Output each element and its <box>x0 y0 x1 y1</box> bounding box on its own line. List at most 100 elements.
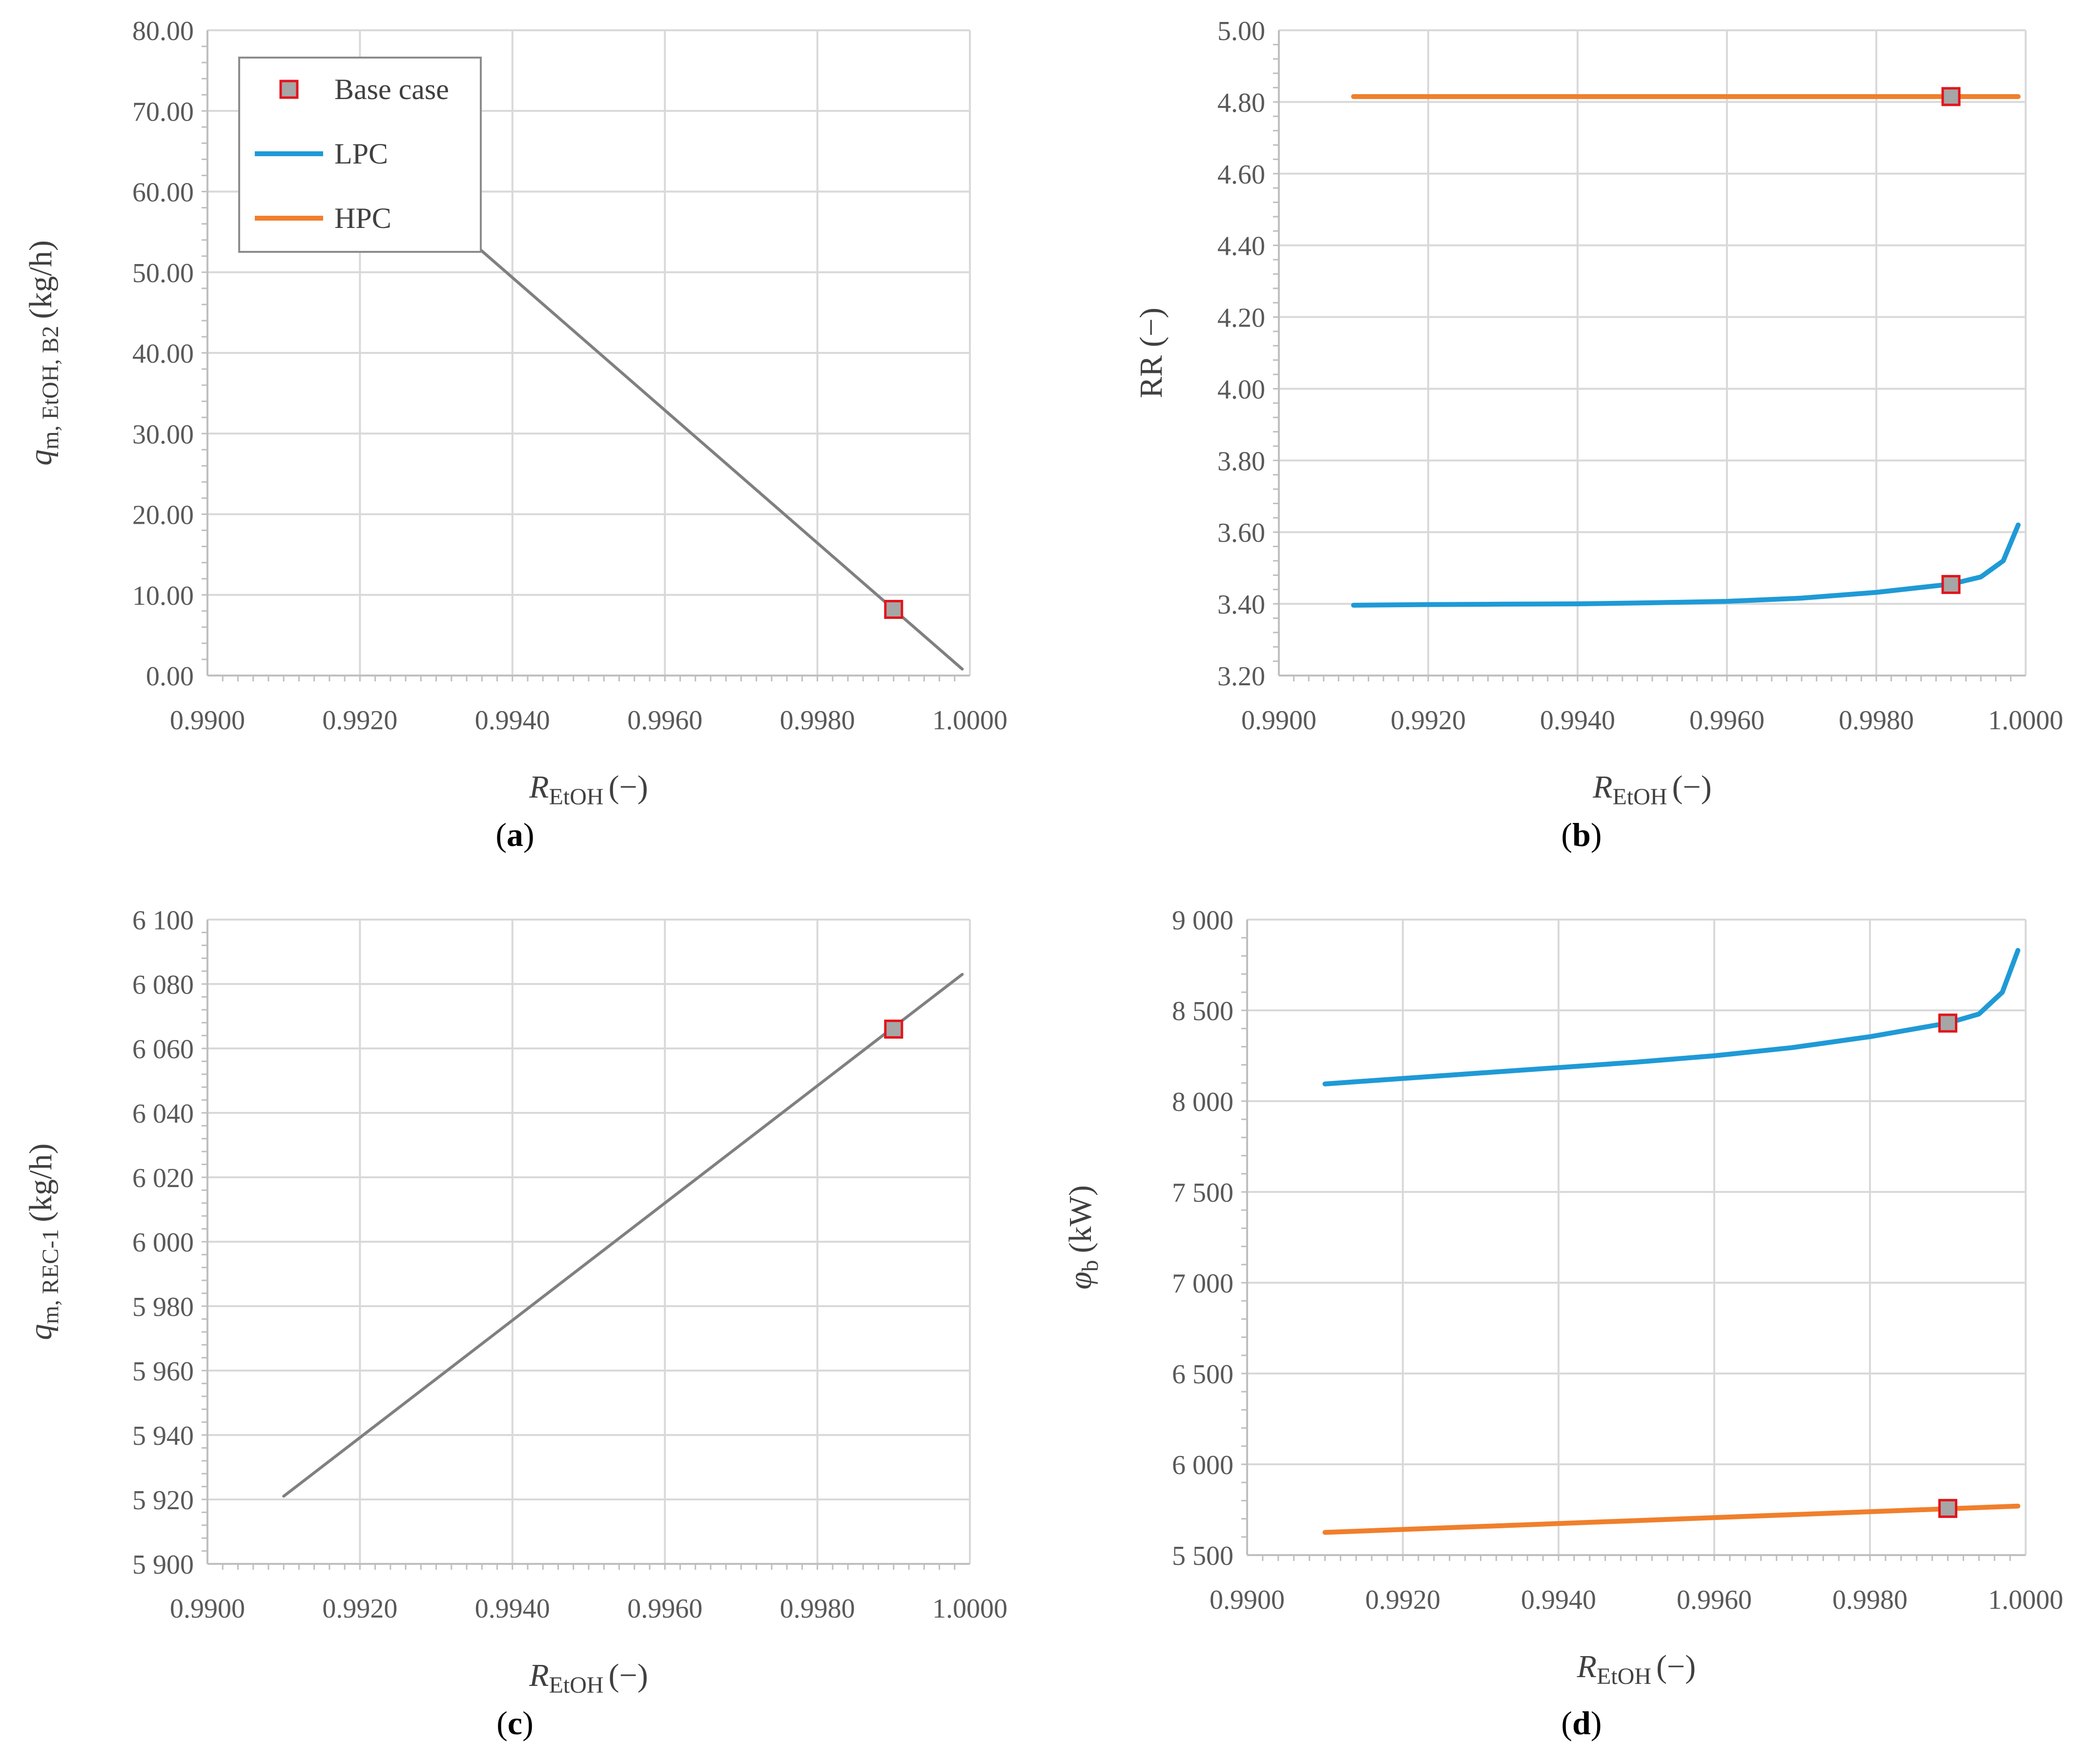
caption-open-paren: ( <box>1561 1704 1572 1742</box>
y-tick-label: 5 940 <box>132 1421 194 1451</box>
y-tick-label: 5 900 <box>132 1550 194 1580</box>
chart-panel-c: 5 900 5 920 5 940 5 960 5 980 6 000 6 020 6 040… <box>23 905 1007 1742</box>
x-tick-label: 0.9920 <box>322 1594 397 1624</box>
y-axis-label-main: φ <box>1063 1272 1098 1290</box>
chart-panel-a: 0.00 10.00 20.00 30.00 40.00 50.00 60.00 70.00 8… <box>23 16 1007 853</box>
x-tick-label: 0.9900 <box>170 705 245 736</box>
x-tick-label: 0.9920 <box>322 705 397 736</box>
caption-open-paren: ( <box>495 816 507 853</box>
base-case-marker <box>1938 1498 1957 1518</box>
caption-letter: a <box>507 816 523 853</box>
x-axis-label-sub: EtOH <box>1597 1663 1651 1689</box>
caption-close-paren: ) <box>1591 816 1602 853</box>
y-axis-label: qm, EtOH, B2 (kg/h) <box>23 240 63 466</box>
x-tick-label: 0.9960 <box>1677 1585 1752 1615</box>
x-tick-label: 0.9940 <box>475 705 550 736</box>
caption-close-paren: ) <box>1591 1704 1602 1742</box>
x-tick-label: 0.9920 <box>1365 1585 1440 1615</box>
panel-caption: (d) <box>1561 1704 1601 1742</box>
y-axis-label-sub: b <box>1077 1260 1103 1272</box>
series-line-hpc <box>1322 1503 2021 1535</box>
x-tick-label: 0.9960 <box>627 1594 702 1624</box>
y-axis-label: qm, REC-1 (kg/h) <box>23 1144 63 1340</box>
y-tick-label: 10.00 <box>132 581 194 611</box>
y-tick-label: 60.00 <box>132 178 194 208</box>
x-axis-label-unit: (−) <box>1672 769 1712 805</box>
x-tick-label: 0.9980 <box>780 1594 855 1624</box>
y-tick-label: 8 500 <box>1172 996 1233 1026</box>
series-line-lpc <box>1351 522 2021 608</box>
x-tick-label: 1.0000 <box>932 1594 1007 1624</box>
legend-label: HPC <box>334 202 391 234</box>
y-tick-label: 6 100 <box>132 905 194 936</box>
y-tick-label: 3.20 <box>1217 661 1265 692</box>
y-axis-label: RR (−) <box>1133 308 1169 398</box>
y-tick-label: 4.80 <box>1217 88 1265 118</box>
x-axis-label-sub: EtOH <box>1613 784 1667 810</box>
y-axis-label-unit: (kg/h) <box>23 1144 59 1222</box>
y-tick-label: 50.00 <box>132 258 194 288</box>
y-tick-label: 4.60 <box>1217 160 1265 190</box>
x-axis-label-unit: (−) <box>1656 1649 1696 1684</box>
y-axis-label-unit: (kg/h) <box>23 240 59 319</box>
x-tick-label: 0.9960 <box>1689 705 1765 736</box>
caption-close-paren: ) <box>522 1704 534 1742</box>
base-case-marker <box>884 599 903 619</box>
y-tick-label: 3.80 <box>1217 446 1265 476</box>
x-tick-label: 0.9940 <box>1540 705 1615 736</box>
x-tick-label: 0.9900 <box>1210 1585 1285 1615</box>
x-tick-label: 0.9940 <box>475 1594 550 1624</box>
base-case-marker <box>1941 574 1961 594</box>
y-tick-label: 5.00 <box>1217 16 1265 46</box>
x-axis-label-main: R <box>1577 1649 1597 1684</box>
caption-open-paren: ( <box>1561 816 1572 853</box>
x-tick-label: 1.0000 <box>932 705 1007 736</box>
legend-label: LPC <box>334 138 388 170</box>
y-tick-label: 40.00 <box>132 339 194 369</box>
y-tick-label: 4.00 <box>1217 374 1265 405</box>
y-axis-label-main: q <box>23 450 59 466</box>
x-tick-label: 0.9980 <box>1839 705 1914 736</box>
x-axis-label-main: R <box>1592 769 1612 805</box>
y-tick-label: 5 960 <box>132 1356 194 1387</box>
y-tick-label: 6 060 <box>132 1034 194 1065</box>
series-line-main <box>282 973 964 1498</box>
y-tick-label: 20.00 <box>132 500 194 531</box>
x-tick-label: 0.9960 <box>627 705 702 736</box>
series-line-lpc <box>1322 948 2021 1087</box>
caption-open-paren: ( <box>496 1704 508 1742</box>
y-axis-label-sub: m, EtOH, B2 <box>38 326 63 449</box>
x-tick-label: 1.0000 <box>1988 705 2063 736</box>
y-tick-label: 5 980 <box>132 1292 194 1322</box>
y-tick-label: 6 080 <box>132 970 194 1000</box>
x-tick-label: 0.9980 <box>1832 1585 1908 1615</box>
y-axis-label-main: RR (−) <box>1133 308 1169 398</box>
x-axis-label-unit: (−) <box>609 1658 648 1693</box>
y-tick-label: 7 500 <box>1172 1178 1233 1208</box>
x-axis-label-unit: (−) <box>609 769 648 805</box>
x-axis-label: REtOH (−) <box>1577 1649 1696 1689</box>
y-tick-label: 9 000 <box>1172 905 1233 936</box>
caption-letter: c <box>508 1704 522 1742</box>
y-tick-label: 3.40 <box>1217 590 1265 620</box>
y-tick-label: 8 000 <box>1172 1087 1233 1117</box>
x-tick-label: 0.9900 <box>170 1594 245 1624</box>
panel-caption: (c) <box>496 1704 534 1742</box>
y-tick-label: 70.00 <box>132 97 194 127</box>
y-axis-label-unit: (kW) <box>1063 1185 1098 1253</box>
base-case-marker <box>1941 87 1961 106</box>
y-tick-label: 6 020 <box>132 1163 194 1193</box>
x-axis-label: REtOH (−) <box>529 769 648 810</box>
x-axis-label: REtOH (−) <box>1592 769 1712 810</box>
panel-caption: (a) <box>495 816 534 853</box>
chart-panel-b: 3.20 3.40 3.60 3.80 4.00 4.20 4.40 4.60 4.80 5.00… <box>1133 16 2063 853</box>
y-tick-label: 6 000 <box>1172 1450 1233 1480</box>
y-tick-label: 6 500 <box>1172 1359 1233 1390</box>
caption-close-paren: ) <box>523 816 534 853</box>
y-tick-label: 4.40 <box>1217 231 1265 262</box>
y-tick-label: 80.00 <box>132 16 194 46</box>
y-axis-label-sub: m, REC-1 <box>38 1229 63 1324</box>
caption-letter: d <box>1572 1704 1591 1742</box>
x-axis-label-main: R <box>529 1658 549 1693</box>
y-tick-label: 7 000 <box>1172 1269 1233 1299</box>
